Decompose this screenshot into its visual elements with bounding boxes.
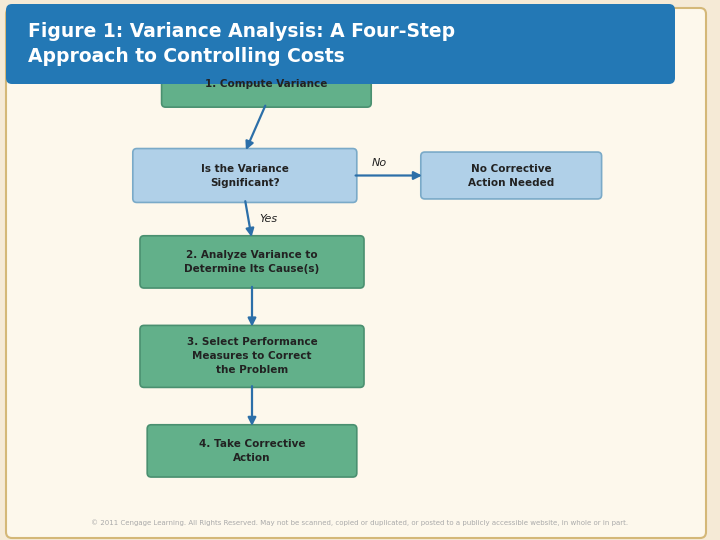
Text: Figure 1: Variance Analysis: A Four-Step
Approach to Controlling Costs: Figure 1: Variance Analysis: A Four-Step… bbox=[28, 22, 455, 66]
Text: Is the Variance
Significant?: Is the Variance Significant? bbox=[201, 164, 289, 187]
Text: 2. Analyze Variance to
Determine Its Cause(s): 2. Analyze Variance to Determine Its Cau… bbox=[184, 250, 320, 274]
FancyBboxPatch shape bbox=[6, 8, 706, 538]
FancyBboxPatch shape bbox=[161, 60, 372, 107]
FancyBboxPatch shape bbox=[140, 236, 364, 288]
FancyBboxPatch shape bbox=[140, 326, 364, 387]
FancyBboxPatch shape bbox=[6, 4, 675, 84]
FancyBboxPatch shape bbox=[132, 148, 357, 202]
Text: No Corrective
Action Needed: No Corrective Action Needed bbox=[468, 164, 554, 187]
Text: 3. Select Performance
Measures to Correct
the Problem: 3. Select Performance Measures to Correc… bbox=[186, 338, 318, 375]
FancyBboxPatch shape bbox=[147, 425, 357, 477]
Text: Yes: Yes bbox=[258, 214, 277, 224]
Text: © 2011 Cengage Learning. All Rights Reserved. May not be scanned, copied or dupl: © 2011 Cengage Learning. All Rights Rese… bbox=[91, 519, 629, 526]
Text: No: No bbox=[372, 158, 387, 167]
FancyBboxPatch shape bbox=[420, 152, 602, 199]
Text: 1. Compute Variance: 1. Compute Variance bbox=[205, 79, 328, 89]
Text: 4. Take Corrective
Action: 4. Take Corrective Action bbox=[199, 439, 305, 463]
